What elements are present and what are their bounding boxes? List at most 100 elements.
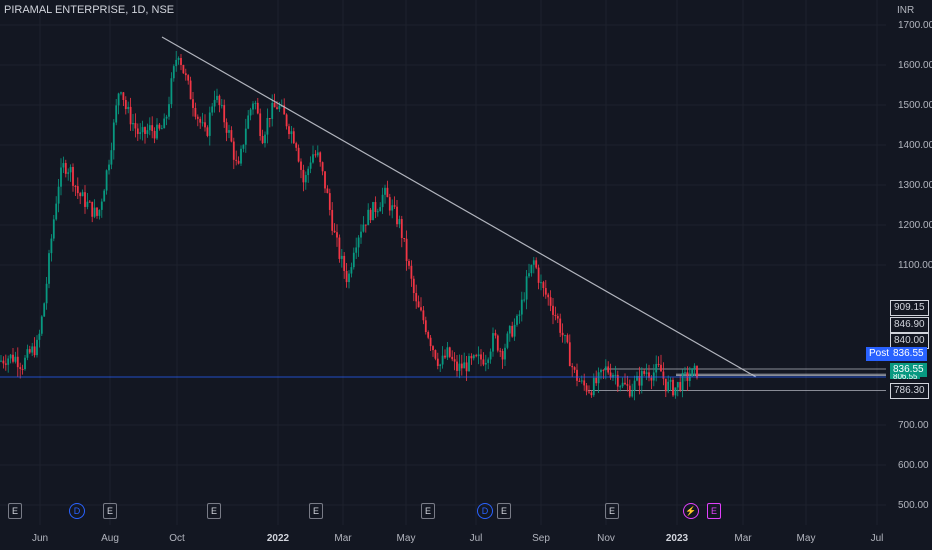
candle-body — [259, 113, 262, 136]
candle-body — [79, 193, 82, 197]
candle-body — [153, 130, 156, 139]
candle-body — [292, 131, 295, 144]
candle-body — [165, 116, 168, 119]
time-axis[interactable]: Jun Aug Oct 2022 Mar May Jul Sep Nov 2023 Mar May Ju… — [32, 533, 883, 544]
candle-body — [177, 58, 180, 60]
candle-body — [84, 192, 86, 207]
candle-body — [508, 325, 511, 334]
candle-body — [132, 123, 134, 125]
candle-body — [559, 318, 562, 333]
candle-body — [120, 92, 122, 94]
candle-body — [472, 355, 475, 359]
earnings-icon[interactable]: E — [8, 503, 22, 519]
candle-body — [122, 92, 125, 101]
candle-body — [525, 276, 528, 300]
candle-body — [516, 315, 518, 325]
candle-body — [362, 224, 365, 232]
earnings-icon[interactable]: E — [207, 503, 221, 519]
chart-title: PIRAMAL ENTERPRISE, 1D, NSE — [4, 4, 175, 16]
earnings-icon[interactable]: E — [103, 503, 117, 519]
candle-body — [424, 320, 427, 333]
x-tick-label: May — [797, 533, 816, 544]
candle-body — [309, 162, 312, 169]
candle-body — [427, 332, 430, 338]
candle-body — [583, 380, 586, 386]
dividend-icon[interactable]: D — [69, 503, 85, 519]
candle-body — [124, 100, 127, 110]
candle-body — [60, 167, 62, 187]
candle-body — [134, 123, 137, 129]
candle-body — [117, 93, 120, 106]
candle-body — [297, 147, 300, 162]
candle-body — [278, 105, 281, 110]
candle-body — [434, 350, 437, 359]
candle-body — [367, 209, 370, 226]
earnings-icon[interactable]: E — [421, 503, 435, 519]
earnings-icon[interactable]: E — [605, 503, 619, 519]
post-market-label: Post — [866, 347, 893, 361]
earnings-upcoming-icon[interactable]: E — [707, 503, 721, 519]
candle-body — [69, 167, 72, 173]
candle-body — [540, 282, 542, 284]
candle-body — [57, 186, 60, 204]
candle-body — [163, 118, 166, 129]
candle-body — [600, 369, 602, 373]
candle-body — [417, 301, 420, 308]
candle-body — [544, 288, 547, 295]
candle-body — [631, 390, 634, 397]
candle-body — [206, 127, 209, 136]
candle-body — [645, 372, 648, 374]
candle-body — [194, 107, 197, 117]
candle-body — [0, 360, 2, 362]
candle-body — [350, 267, 353, 274]
candle-body — [216, 95, 218, 100]
candle-body — [688, 376, 691, 381]
candle-body — [52, 219, 55, 239]
grid-lines — [0, 0, 886, 525]
candle-body — [465, 362, 468, 372]
earnings-icon[interactable]: E — [309, 503, 323, 519]
candle-body — [336, 232, 338, 238]
candle-body — [597, 372, 600, 384]
candle-body — [691, 368, 694, 377]
price-axis[interactable]: 1700.00 1600.00 1500.00 1400.00 1300.00 1200.… — [898, 20, 932, 511]
candle-body — [388, 197, 391, 211]
candle-body — [487, 359, 490, 363]
candle-body — [633, 380, 636, 391]
candle-body — [602, 369, 605, 371]
candle-body — [492, 333, 494, 352]
candle-body — [561, 332, 564, 336]
candle-body — [580, 380, 583, 382]
candle-body — [511, 325, 514, 337]
candle-body — [141, 127, 144, 133]
dividend-icon[interactable]: D — [477, 503, 493, 519]
y-tick-label: 1200.00 — [898, 220, 932, 231]
level-price-tag: 909.15 — [890, 300, 929, 316]
candle-body — [494, 333, 497, 336]
candle-body — [48, 253, 50, 284]
candle-body — [609, 372, 612, 378]
lightning-icon[interactable]: ⚡ — [683, 503, 699, 519]
candle-body — [295, 143, 298, 148]
candle-body — [328, 193, 331, 210]
candle-body — [398, 219, 401, 225]
candle-body — [381, 194, 384, 208]
candle-body — [64, 163, 67, 174]
candle-body — [264, 134, 266, 144]
candle-body — [21, 368, 24, 370]
candle-body — [513, 324, 516, 337]
candle-body — [321, 162, 324, 172]
candle-body — [283, 105, 286, 115]
candle-body — [441, 355, 444, 365]
candle-body — [372, 202, 374, 221]
candle-body — [331, 209, 334, 231]
candle-body — [319, 152, 322, 163]
candle-body — [81, 192, 84, 197]
candle-body — [261, 135, 264, 144]
trendline[interactable] — [161, 36, 757, 378]
candle-body — [554, 314, 557, 317]
y-tick-label: 1600.00 — [898, 60, 932, 71]
earnings-icon[interactable]: E — [497, 503, 511, 519]
candle-body — [410, 265, 413, 279]
